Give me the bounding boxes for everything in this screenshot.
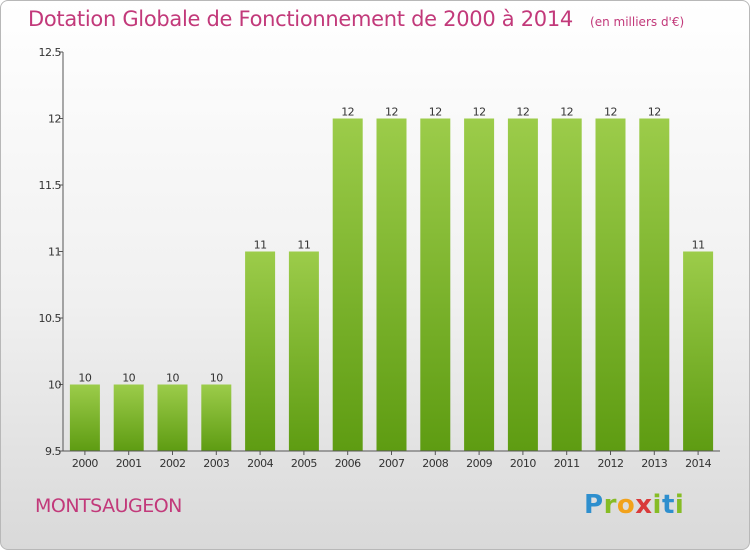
commune-name: MONTSAUGEON [35,495,182,517]
data-label: 12 [341,106,354,119]
y-tick-label: 10 [48,379,61,392]
x-tick-label: 2002 [160,457,186,470]
x-tick-label: 2013 [641,457,667,470]
y-tick-label: 10.5 [39,312,62,325]
x-tick-label: 2008 [422,457,448,470]
bar-2010 [507,118,538,451]
chart-title: Dotation Globale de Fonctionnement de 20… [28,7,573,31]
bar-2008 [420,118,451,451]
data-label: 11 [297,239,310,252]
bars-group: 10 10 10 10 11 11 12 12 12 12 12 12 12 12 11 [69,106,714,451]
x-tick-label: 2007 [379,457,405,470]
y-tick-label: 12.5 [39,46,62,59]
proxiti-logo: Proxiti [584,490,685,520]
y-tick-label: 11.5 [39,179,62,192]
bar-2002 [157,384,188,451]
axes-group: 9.5 10 10.5 11 11.5 12 12.5 2000 2001 2002 2003 200… [39,46,720,470]
y-tick-label: 11 [48,246,61,259]
data-label: 11 [254,239,267,252]
bar-2000 [69,384,100,451]
y-tick-label: 9.5 [45,445,61,458]
x-tick-label: 2011 [554,457,580,470]
y-tick-label: 12 [48,113,61,126]
x-tick-label: 2010 [510,457,536,470]
data-label: 12 [429,106,442,119]
data-label: 12 [516,106,529,119]
data-label: 12 [560,106,573,119]
bar-2001 [113,384,144,451]
chart-unit-subtitle: (en milliers d'€) [590,15,685,29]
bar-2004 [245,251,276,451]
x-tick-label: 2012 [598,457,624,470]
x-tick-label: 2014 [685,457,711,470]
title-row: Dotation Globale de Fonctionnement de 20… [28,7,684,31]
x-tick-label: 2009 [466,457,492,470]
x-tick-label: 2004 [247,457,273,470]
data-label: 10 [78,372,91,385]
data-label: 10 [210,372,223,385]
x-tick-label: 2006 [335,457,361,470]
data-label: 12 [604,106,617,119]
bar-2006 [332,118,363,451]
data-label: 12 [473,106,486,119]
data-label: 10 [166,372,179,385]
x-tick-label: 2000 [72,457,98,470]
data-label: 10 [122,372,135,385]
data-label: 11 [692,239,705,252]
bar-2013 [639,118,670,451]
bar-2005 [288,251,319,451]
bar-2009 [464,118,495,451]
bar-2012 [595,118,626,451]
bar-2007 [376,118,407,451]
data-label: 12 [648,106,661,119]
x-tick-label: 2003 [203,457,229,470]
x-tick-label: 2001 [116,457,142,470]
bar-2003 [201,384,232,451]
x-tick-label: 2005 [291,457,317,470]
data-label: 12 [385,106,398,119]
bar-2014 [683,251,714,451]
bar-2011 [551,118,582,451]
